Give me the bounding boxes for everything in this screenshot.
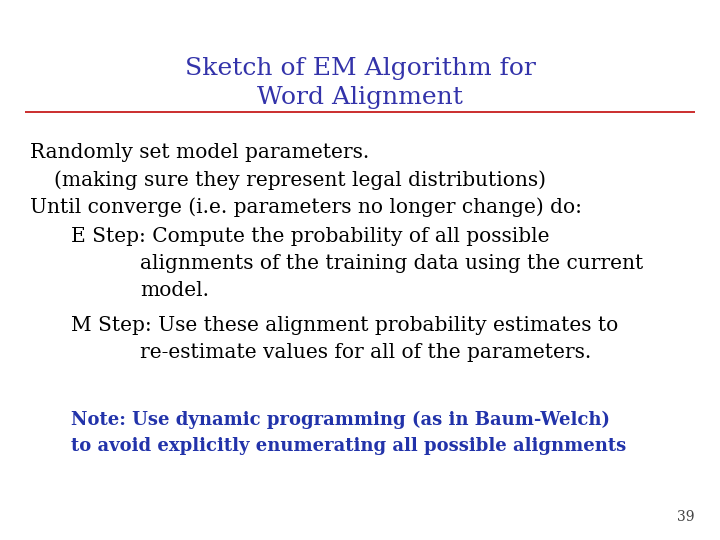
Text: Sketch of EM Algorithm for: Sketch of EM Algorithm for — [184, 57, 536, 80]
Text: Note: Use dynamic programming (as in Baum-Welch): Note: Use dynamic programming (as in Bau… — [71, 410, 610, 429]
Text: 39: 39 — [678, 510, 695, 524]
Text: to avoid explicitly enumerating all possible alignments: to avoid explicitly enumerating all poss… — [71, 437, 626, 455]
Text: Until converge (i.e. parameters no longer change) do:: Until converge (i.e. parameters no longe… — [30, 197, 582, 217]
Text: alignments of the training data using the current: alignments of the training data using th… — [140, 254, 644, 273]
Text: model.: model. — [140, 281, 210, 300]
Text: re-estimate values for all of the parameters.: re-estimate values for all of the parame… — [140, 343, 592, 362]
Text: E Step: Compute the probability of all possible: E Step: Compute the probability of all p… — [71, 227, 549, 246]
Text: (making sure they represent legal distributions): (making sure they represent legal distri… — [54, 170, 546, 190]
Text: M Step: Use these alignment probability estimates to: M Step: Use these alignment probability … — [71, 316, 618, 335]
Text: Word Alignment: Word Alignment — [257, 86, 463, 110]
Text: Randomly set model parameters.: Randomly set model parameters. — [30, 143, 369, 162]
